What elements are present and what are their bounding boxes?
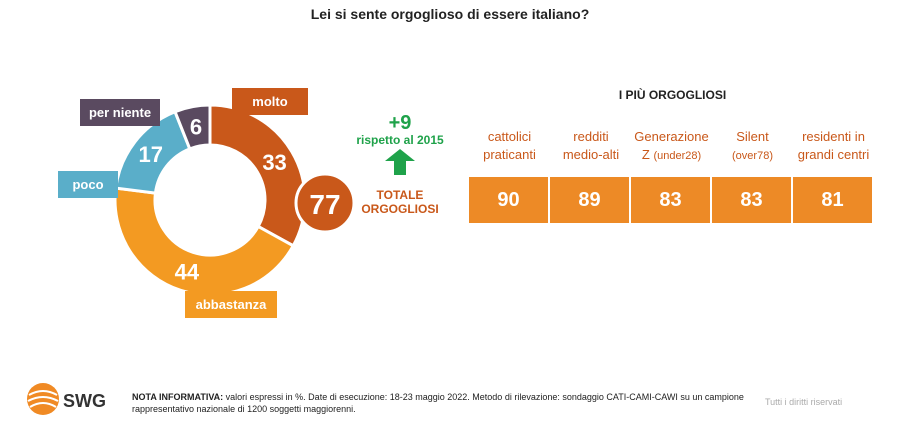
donut-value-label: 6 — [190, 114, 202, 139]
value-cell: 81 — [793, 177, 872, 223]
donut-value-label: 44 — [175, 259, 200, 284]
column-label: Generazione Z (under28) — [631, 128, 712, 165]
donut-slice-per-niente — [173, 103, 212, 151]
column-label: Silent (over78) — [712, 128, 793, 165]
slice-label-abbastanza: abbastanza — [185, 291, 277, 318]
column-label-main: residenti in grandi centri — [797, 129, 870, 162]
total-value: 77 — [309, 189, 340, 220]
column-label-main: Generazione Z — [634, 129, 709, 162]
footnote-text: valori espressi in %. Date di esecuzione… — [132, 392, 744, 414]
donut-value-label: 33 — [262, 150, 286, 175]
change-value: +9 — [388, 112, 412, 134]
footnote: NOTA INFORMATIVA: valori espressi in %. … — [132, 391, 752, 415]
value-cell: 83 — [712, 177, 791, 223]
column-label-main: redditi medio-alti — [562, 129, 620, 162]
swg-logo-icon — [27, 383, 59, 415]
value-cell: 89 — [550, 177, 629, 223]
slice-label-poco: poco — [58, 171, 118, 198]
column-label: cattolici praticanti — [469, 128, 550, 164]
total-badge — [294, 172, 356, 234]
column-label-note: (under28) — [653, 150, 702, 162]
table-title: I PIÙ ORGOGLIOSI — [618, 88, 727, 102]
donut-chart: 33 44 17 6 77 — [113, 103, 356, 297]
column-label-main: cattolici praticanti — [483, 129, 536, 162]
change-label: rispetto al 2015 — [356, 133, 444, 147]
value-cell: 83 — [631, 177, 710, 223]
value-cell: 90 — [469, 177, 548, 223]
swg-logo-text: SWG — [63, 391, 106, 411]
footnote-label: NOTA INFORMATIVA: — [132, 392, 224, 402]
chart-title: Lei si sente orgoglioso di essere italia… — [310, 6, 590, 22]
donut-slice-molto — [208, 103, 307, 248]
column-label: residenti in grandi centri — [793, 128, 874, 164]
column-label-main: Silent — [736, 129, 769, 144]
total-label: TOTALE ORGOGLIOSI — [361, 188, 439, 216]
rights-notice: Tutti i diritti riservati — [765, 397, 843, 407]
up-arrow-icon — [385, 149, 415, 175]
column-label-note: (over78) — [732, 150, 773, 162]
slice-label-per-niente: per niente — [80, 99, 160, 126]
donut-value-label: 17 — [138, 142, 162, 167]
slice-label-molto: molto — [232, 88, 308, 115]
column-label: redditi medio-alti — [550, 128, 632, 164]
change-indicator: +9 rispetto al 2015 — [355, 113, 445, 147]
